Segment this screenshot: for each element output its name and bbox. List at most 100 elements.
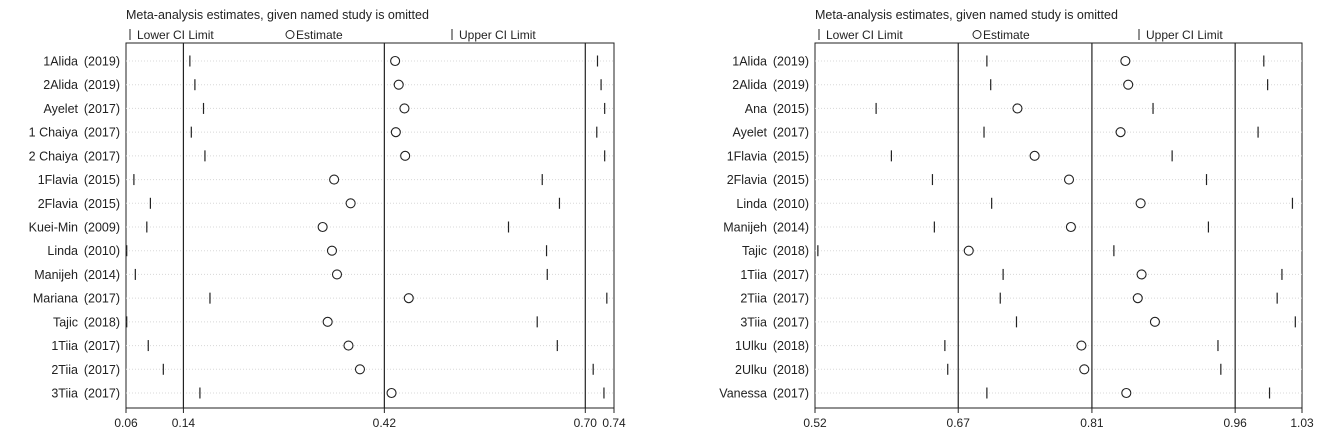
study-year-label: (2010) (773, 197, 809, 211)
study-name-label: 2Flavia (38, 197, 78, 211)
study-year-label: (2017) (773, 387, 809, 401)
x-tick-label: 0.06 (114, 416, 138, 430)
study-year-label: (2014) (773, 221, 809, 235)
study-year-label: (2019) (773, 55, 809, 69)
study-year-label: (2015) (84, 173, 120, 187)
estimate-point (400, 150, 411, 161)
estimate-point (322, 316, 333, 327)
chart-title: Meta-analysis estimates, given named stu… (815, 8, 1118, 22)
estimate-point (329, 174, 340, 185)
study-year-label: (2015) (84, 197, 120, 211)
study-name-label: Manijeh (34, 268, 78, 282)
plot-frame (125, 42, 615, 409)
legend: Lower CI Limit Estimate Upper CI Limit (818, 28, 1223, 42)
study-year-label: (2017) (84, 387, 120, 401)
study-name-label: Mariana (33, 292, 78, 306)
study-year-label: (2019) (84, 78, 120, 92)
estimate-point (1121, 387, 1132, 399)
study-year-label: (2017) (84, 363, 120, 377)
study-name-label: Linda (47, 244, 78, 258)
study-name-label: 1Tiia (740, 268, 767, 282)
x-tick-label: 0.74 (602, 416, 626, 430)
study-year-label: (2018) (84, 315, 120, 329)
estimate-point (1115, 127, 1126, 138)
estimate-point (403, 293, 414, 304)
study-year-label: (2018) (773, 363, 809, 377)
study-year-label: (2018) (773, 339, 809, 353)
study-name-label: 2Ulku (735, 363, 767, 377)
estimate-point (1076, 340, 1087, 351)
estimate-point (345, 198, 356, 209)
study-name-label: 1Alida (732, 55, 767, 69)
estimate-point (354, 364, 366, 375)
x-tick-label: 0.96 (1223, 416, 1247, 430)
estimate-point (393, 79, 404, 90)
study-name-label: Linda (736, 197, 767, 211)
estimate-point (1136, 269, 1147, 280)
legend-estimate-label: Estimate (983, 28, 1030, 42)
study-year-label: (2015) (773, 102, 809, 116)
plot-frame (814, 42, 1303, 409)
x-tick-label: 1.03 (1290, 416, 1314, 430)
study-year-label: (2017) (84, 126, 120, 140)
study-name-label: Manijeh (723, 221, 767, 235)
study-name-label: 3Tiia (740, 315, 767, 329)
forest-plot-left: Meta-analysis estimates, given named stu… (29, 8, 626, 430)
estimate-point (343, 340, 354, 351)
x-tick-label: 0.52 (803, 416, 827, 430)
study-name-label: Ayelet (43, 102, 78, 116)
study-name-label: Tajic (742, 244, 767, 258)
study-year-label: (2017) (773, 126, 809, 140)
study-name-label: 1Alida (43, 55, 78, 69)
study-year-label: (2017) (773, 292, 809, 306)
estimate-point (399, 103, 410, 114)
legend-estimate-marker (285, 30, 295, 39)
study-name-label: 1Ulku (735, 339, 767, 353)
study-year-label: (2010) (84, 244, 120, 258)
estimate-point (390, 127, 401, 138)
estimate-point (386, 387, 397, 399)
study-name-label: 2Tiia (740, 292, 767, 306)
study-name-label: Kuei-Min (29, 221, 78, 235)
study-name-label: 2Flavia (727, 173, 767, 187)
study-name-label: 1Tiia (51, 339, 78, 353)
study-name-label: 2Tiia (51, 363, 78, 377)
study-year-label: (2017) (773, 315, 809, 329)
x-tick-label: 0.14 (172, 416, 196, 430)
study-year-label: (2017) (84, 292, 120, 306)
estimate-point (1029, 150, 1040, 161)
study-name-label: 2 Chaiya (29, 149, 78, 163)
estimate-point (390, 55, 401, 67)
x-tick-label: 0.42 (373, 416, 397, 430)
estimate-point (331, 269, 343, 280)
study-year-label: (2019) (84, 55, 120, 69)
study-name-label: 1Flavia (38, 173, 78, 187)
estimate-point (963, 245, 974, 256)
study-year-label: (2018) (773, 244, 809, 258)
legend-estimate-label: Estimate (296, 28, 343, 42)
study-year-label: (2017) (84, 102, 120, 116)
x-tick-label: 0.67 (947, 416, 971, 430)
study-year-label: (2015) (773, 149, 809, 163)
forest-plot-right: Meta-analysis estimates, given named stu… (719, 8, 1314, 430)
study-year-label: (2009) (84, 221, 120, 235)
estimate-point (1123, 79, 1134, 90)
study-name-label: 1Flavia (727, 149, 767, 163)
estimate-point (1149, 316, 1160, 327)
study-name-label: Vanessa (719, 387, 767, 401)
study-name-label: Ayelet (732, 126, 767, 140)
study-year-label: (2019) (773, 78, 809, 92)
x-tick-label: 0.70 (574, 416, 598, 430)
study-year-label: (2015) (773, 173, 809, 187)
estimate-point (1065, 221, 1076, 233)
legend-upper-label: Upper CI Limit (459, 28, 536, 42)
legend-lower-label: Lower CI Limit (137, 28, 214, 42)
study-name-label: 1 Chaiya (29, 126, 78, 140)
study-year-label: (2017) (84, 339, 120, 353)
estimate-point (1132, 293, 1143, 304)
study-year-label: (2017) (84, 149, 120, 163)
study-name-label: 3Tiia (51, 387, 78, 401)
estimate-point (1012, 103, 1023, 114)
study-name-label: 2Alida (43, 78, 78, 92)
